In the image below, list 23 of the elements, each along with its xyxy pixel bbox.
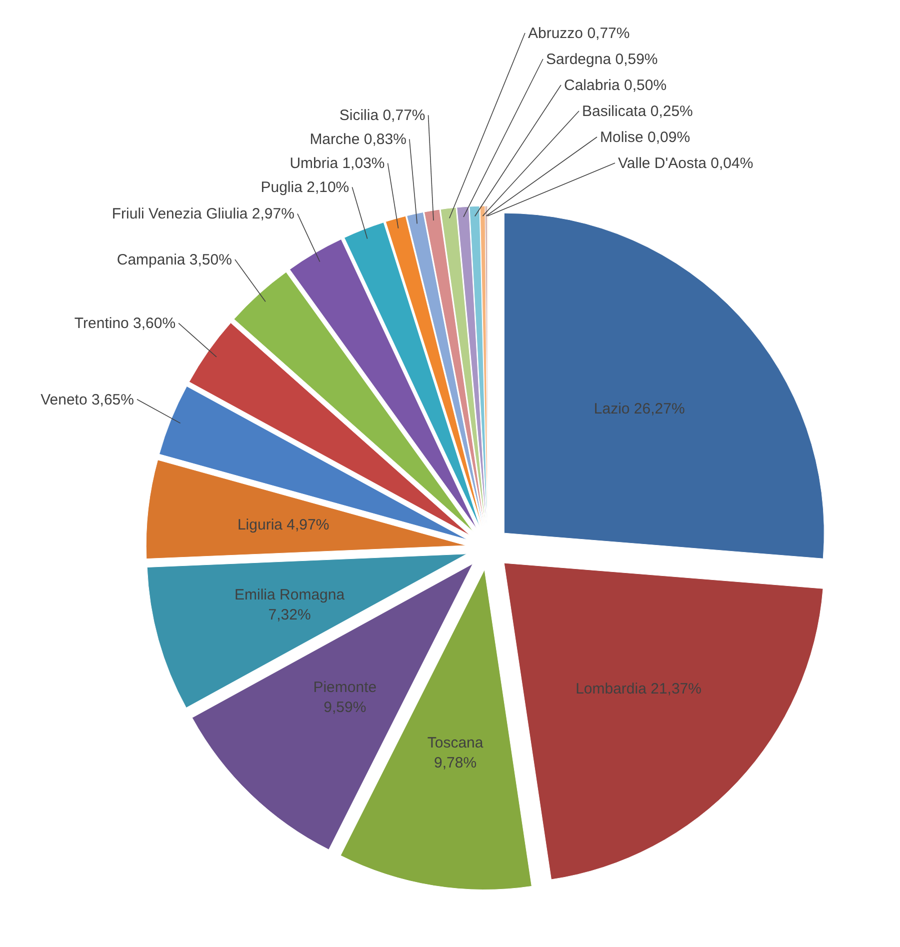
slice-label: Toscana — [427, 734, 484, 752]
slice-label: Sardegna 0,59% — [546, 51, 658, 68]
slice-label: Valle D'Aosta 0,04% — [618, 155, 754, 172]
slice-label: Lombardia 21,37% — [576, 680, 702, 698]
slice-label: Sicilia 0,77% — [339, 107, 426, 124]
slice-label: Marche 0,83% — [310, 131, 406, 148]
slice-label: Friuli Venezia Gliulia 2,97% — [112, 206, 294, 223]
slice-label: Puglia 2,10% — [260, 179, 350, 196]
slice-label: Trentino 3,60% — [74, 315, 176, 332]
slice-label: Campania 3,50% — [116, 252, 232, 269]
data-label: 9,59% — [324, 699, 366, 716]
slice-label: Umbria 1,03% — [290, 155, 385, 172]
slice-label: Lazio 26,27% — [594, 400, 685, 418]
slice-label: Basilicata 0,25% — [582, 103, 693, 120]
slice-label: Molise 0,09% — [600, 129, 690, 146]
slice-label: Liguria 4,97% — [237, 516, 330, 534]
slice-label: Calabria 0,50% — [564, 77, 667, 94]
slice-label: Abruzzo 0,77% — [528, 25, 630, 42]
slice-label: Emilia Romagna — [234, 586, 346, 604]
data-label: 7,32% — [268, 606, 311, 624]
slice-label: Veneto 3,65% — [40, 391, 134, 408]
data-label: 9,78% — [434, 754, 477, 772]
slice-label: Piemonte — [313, 679, 377, 696]
